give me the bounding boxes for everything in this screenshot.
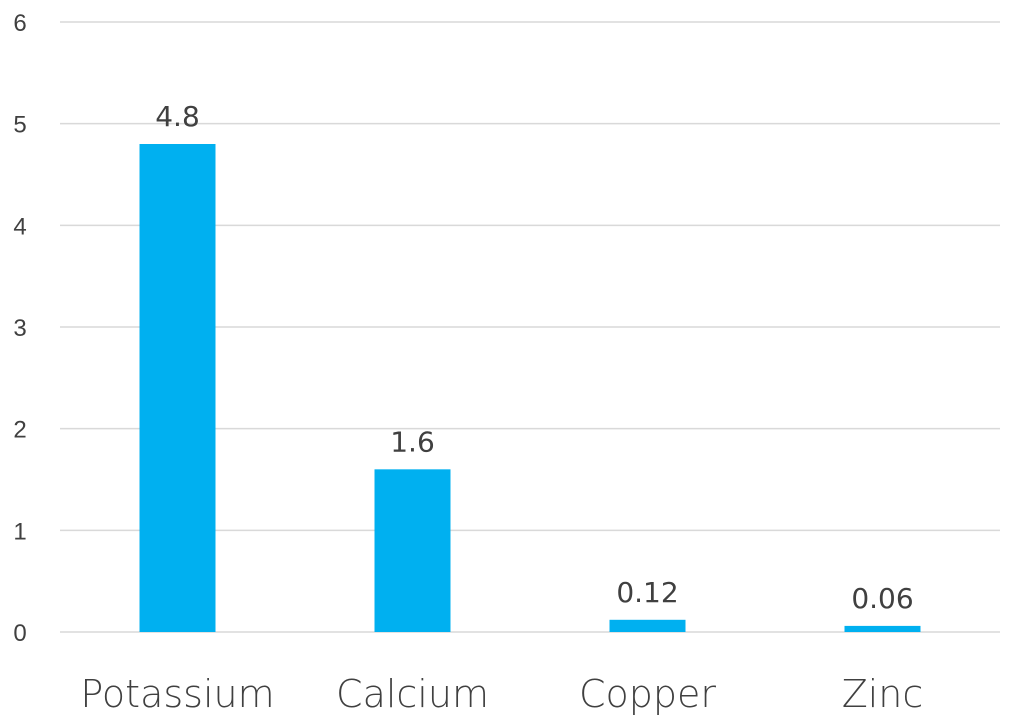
y-tick-label: 2 xyxy=(13,417,26,444)
y-tick-label: 1 xyxy=(13,518,26,545)
y-tick-label: 0 xyxy=(13,620,26,647)
data-label-calcium: 1.6 xyxy=(390,425,435,458)
category-label-copper: Copper xyxy=(579,672,716,716)
bar-calcium xyxy=(374,469,451,632)
category-label-potassium: Potassium xyxy=(80,672,274,716)
data-labels: 4.8 1.6 0.12 0.06 xyxy=(155,100,913,615)
y-tick-label: 5 xyxy=(13,112,26,139)
bars xyxy=(139,144,921,632)
data-label-potassium: 4.8 xyxy=(155,100,200,133)
y-tick-label: 4 xyxy=(13,213,26,240)
bar-potassium xyxy=(139,144,216,632)
category-labels: Potassium Calcium Copper Zinc xyxy=(80,672,923,716)
bar-zinc xyxy=(844,625,921,632)
data-label-copper: 0.12 xyxy=(616,576,678,609)
y-axis-tick-labels: 0 1 2 3 4 5 6 xyxy=(13,10,26,647)
data-label-zinc: 0.06 xyxy=(851,582,913,615)
category-label-calcium: Calcium xyxy=(336,672,489,716)
bar-copper xyxy=(609,619,686,632)
y-tick-label: 6 xyxy=(13,10,26,37)
category-label-zinc: Zinc xyxy=(842,672,924,716)
y-tick-label: 3 xyxy=(13,315,26,342)
gridlines xyxy=(60,21,1000,633)
